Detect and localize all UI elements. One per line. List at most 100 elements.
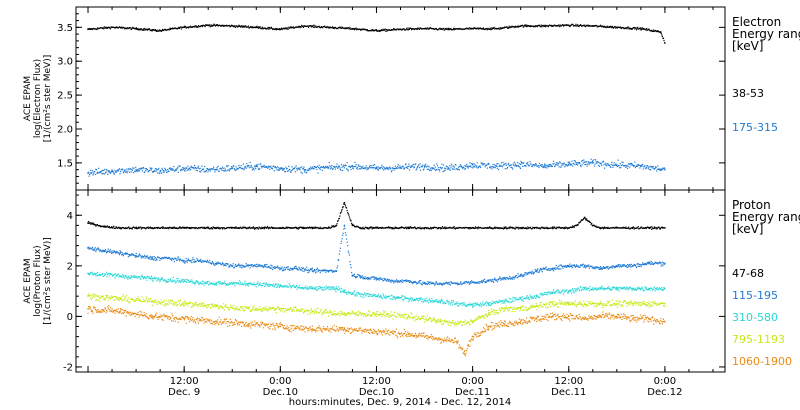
data-dot bbox=[519, 166, 521, 168]
data-dot bbox=[90, 169, 92, 172]
data-dot bbox=[622, 265, 624, 267]
data-dot bbox=[426, 166, 428, 168]
data-dot bbox=[569, 25, 571, 27]
data-dot bbox=[99, 275, 101, 277]
data-dot bbox=[388, 226, 390, 228]
data-dot bbox=[203, 284, 205, 286]
data-dot bbox=[533, 227, 535, 229]
data-dot bbox=[611, 161, 613, 163]
data-dot bbox=[297, 228, 299, 230]
data-dot bbox=[374, 276, 376, 278]
data-dot bbox=[123, 274, 125, 277]
data-dot bbox=[368, 277, 370, 279]
data-dot bbox=[510, 166, 512, 168]
data-dot bbox=[187, 27, 190, 29]
data-dot bbox=[242, 167, 244, 170]
data-dot bbox=[165, 256, 168, 259]
data-dot bbox=[152, 279, 154, 281]
data-dot bbox=[356, 292, 358, 295]
data-point bbox=[375, 167, 378, 170]
data-dot bbox=[222, 283, 224, 285]
data-dot bbox=[551, 227, 553, 229]
data-dot bbox=[427, 281, 429, 283]
data-dot bbox=[541, 226, 543, 228]
data-dot bbox=[494, 227, 496, 229]
data-dot bbox=[257, 263, 259, 266]
data-dot bbox=[640, 265, 642, 268]
data-dot bbox=[558, 24, 560, 26]
data-dot bbox=[187, 168, 190, 170]
data-dot bbox=[626, 266, 628, 268]
data-dot bbox=[228, 265, 230, 267]
data-dot bbox=[647, 226, 649, 228]
data-dot bbox=[349, 165, 351, 168]
data-dot bbox=[602, 266, 605, 268]
data-dot bbox=[432, 167, 434, 169]
data-dot bbox=[242, 266, 244, 268]
data-dot bbox=[148, 276, 150, 278]
data-dot bbox=[606, 227, 608, 230]
data-dot bbox=[225, 265, 227, 267]
data-dot bbox=[333, 27, 335, 29]
data-dot bbox=[283, 27, 285, 29]
data-dot bbox=[154, 168, 156, 170]
data-dot bbox=[233, 283, 235, 285]
data-dot bbox=[181, 169, 183, 171]
data-dot bbox=[379, 167, 381, 169]
data-dot bbox=[379, 277, 381, 279]
data-dot bbox=[565, 165, 567, 167]
data-dot bbox=[547, 164, 549, 167]
data-dot bbox=[625, 264, 628, 267]
data-dot bbox=[545, 26, 547, 28]
data-dot bbox=[408, 226, 410, 228]
data-dot bbox=[193, 259, 195, 261]
data-dot bbox=[620, 266, 623, 268]
data-dot bbox=[610, 26, 612, 28]
data-dot bbox=[147, 170, 150, 173]
data-dot bbox=[306, 288, 308, 291]
data-dot bbox=[607, 226, 609, 228]
data-dot bbox=[572, 266, 574, 269]
y-axis-label-line: [1/(cm²s ster MeV)] bbox=[43, 55, 53, 142]
data-dot bbox=[128, 253, 130, 256]
y-tick-label: 4 bbox=[67, 211, 73, 222]
data-dot bbox=[162, 28, 164, 30]
data-dot bbox=[288, 26, 290, 28]
data-dot bbox=[584, 161, 587, 163]
data-dot bbox=[178, 280, 181, 282]
data-point bbox=[119, 252, 121, 254]
data-dot bbox=[486, 28, 488, 30]
data-dot bbox=[96, 172, 98, 175]
data-dot bbox=[333, 225, 335, 227]
data-dot bbox=[252, 283, 255, 286]
data-dot bbox=[108, 275, 110, 277]
data-dot bbox=[321, 289, 323, 291]
data-dot bbox=[199, 259, 201, 262]
data-dot bbox=[488, 28, 491, 30]
data-dot bbox=[382, 279, 385, 282]
data-dot bbox=[331, 26, 334, 28]
data-point bbox=[359, 275, 362, 277]
data-dot bbox=[126, 172, 128, 174]
data-dot bbox=[280, 27, 283, 29]
data-dot bbox=[340, 210, 343, 212]
data-dot bbox=[159, 281, 161, 283]
data-dot bbox=[130, 254, 132, 256]
data-dot bbox=[656, 228, 658, 230]
data-dot bbox=[119, 26, 121, 28]
data-dot bbox=[602, 161, 604, 163]
data-dot bbox=[547, 166, 550, 168]
data-dot bbox=[576, 266, 578, 268]
data-dot bbox=[503, 277, 505, 280]
data-dot bbox=[136, 228, 138, 230]
data-dot bbox=[211, 227, 213, 229]
data-dot bbox=[408, 169, 410, 171]
data-dot bbox=[214, 264, 216, 266]
data-dot bbox=[100, 225, 102, 227]
data-dot bbox=[124, 252, 127, 254]
data-dot bbox=[634, 264, 637, 266]
data-dot bbox=[660, 261, 662, 264]
data-dot bbox=[139, 28, 141, 30]
data-dot bbox=[147, 257, 150, 259]
data-dot bbox=[298, 266, 300, 268]
